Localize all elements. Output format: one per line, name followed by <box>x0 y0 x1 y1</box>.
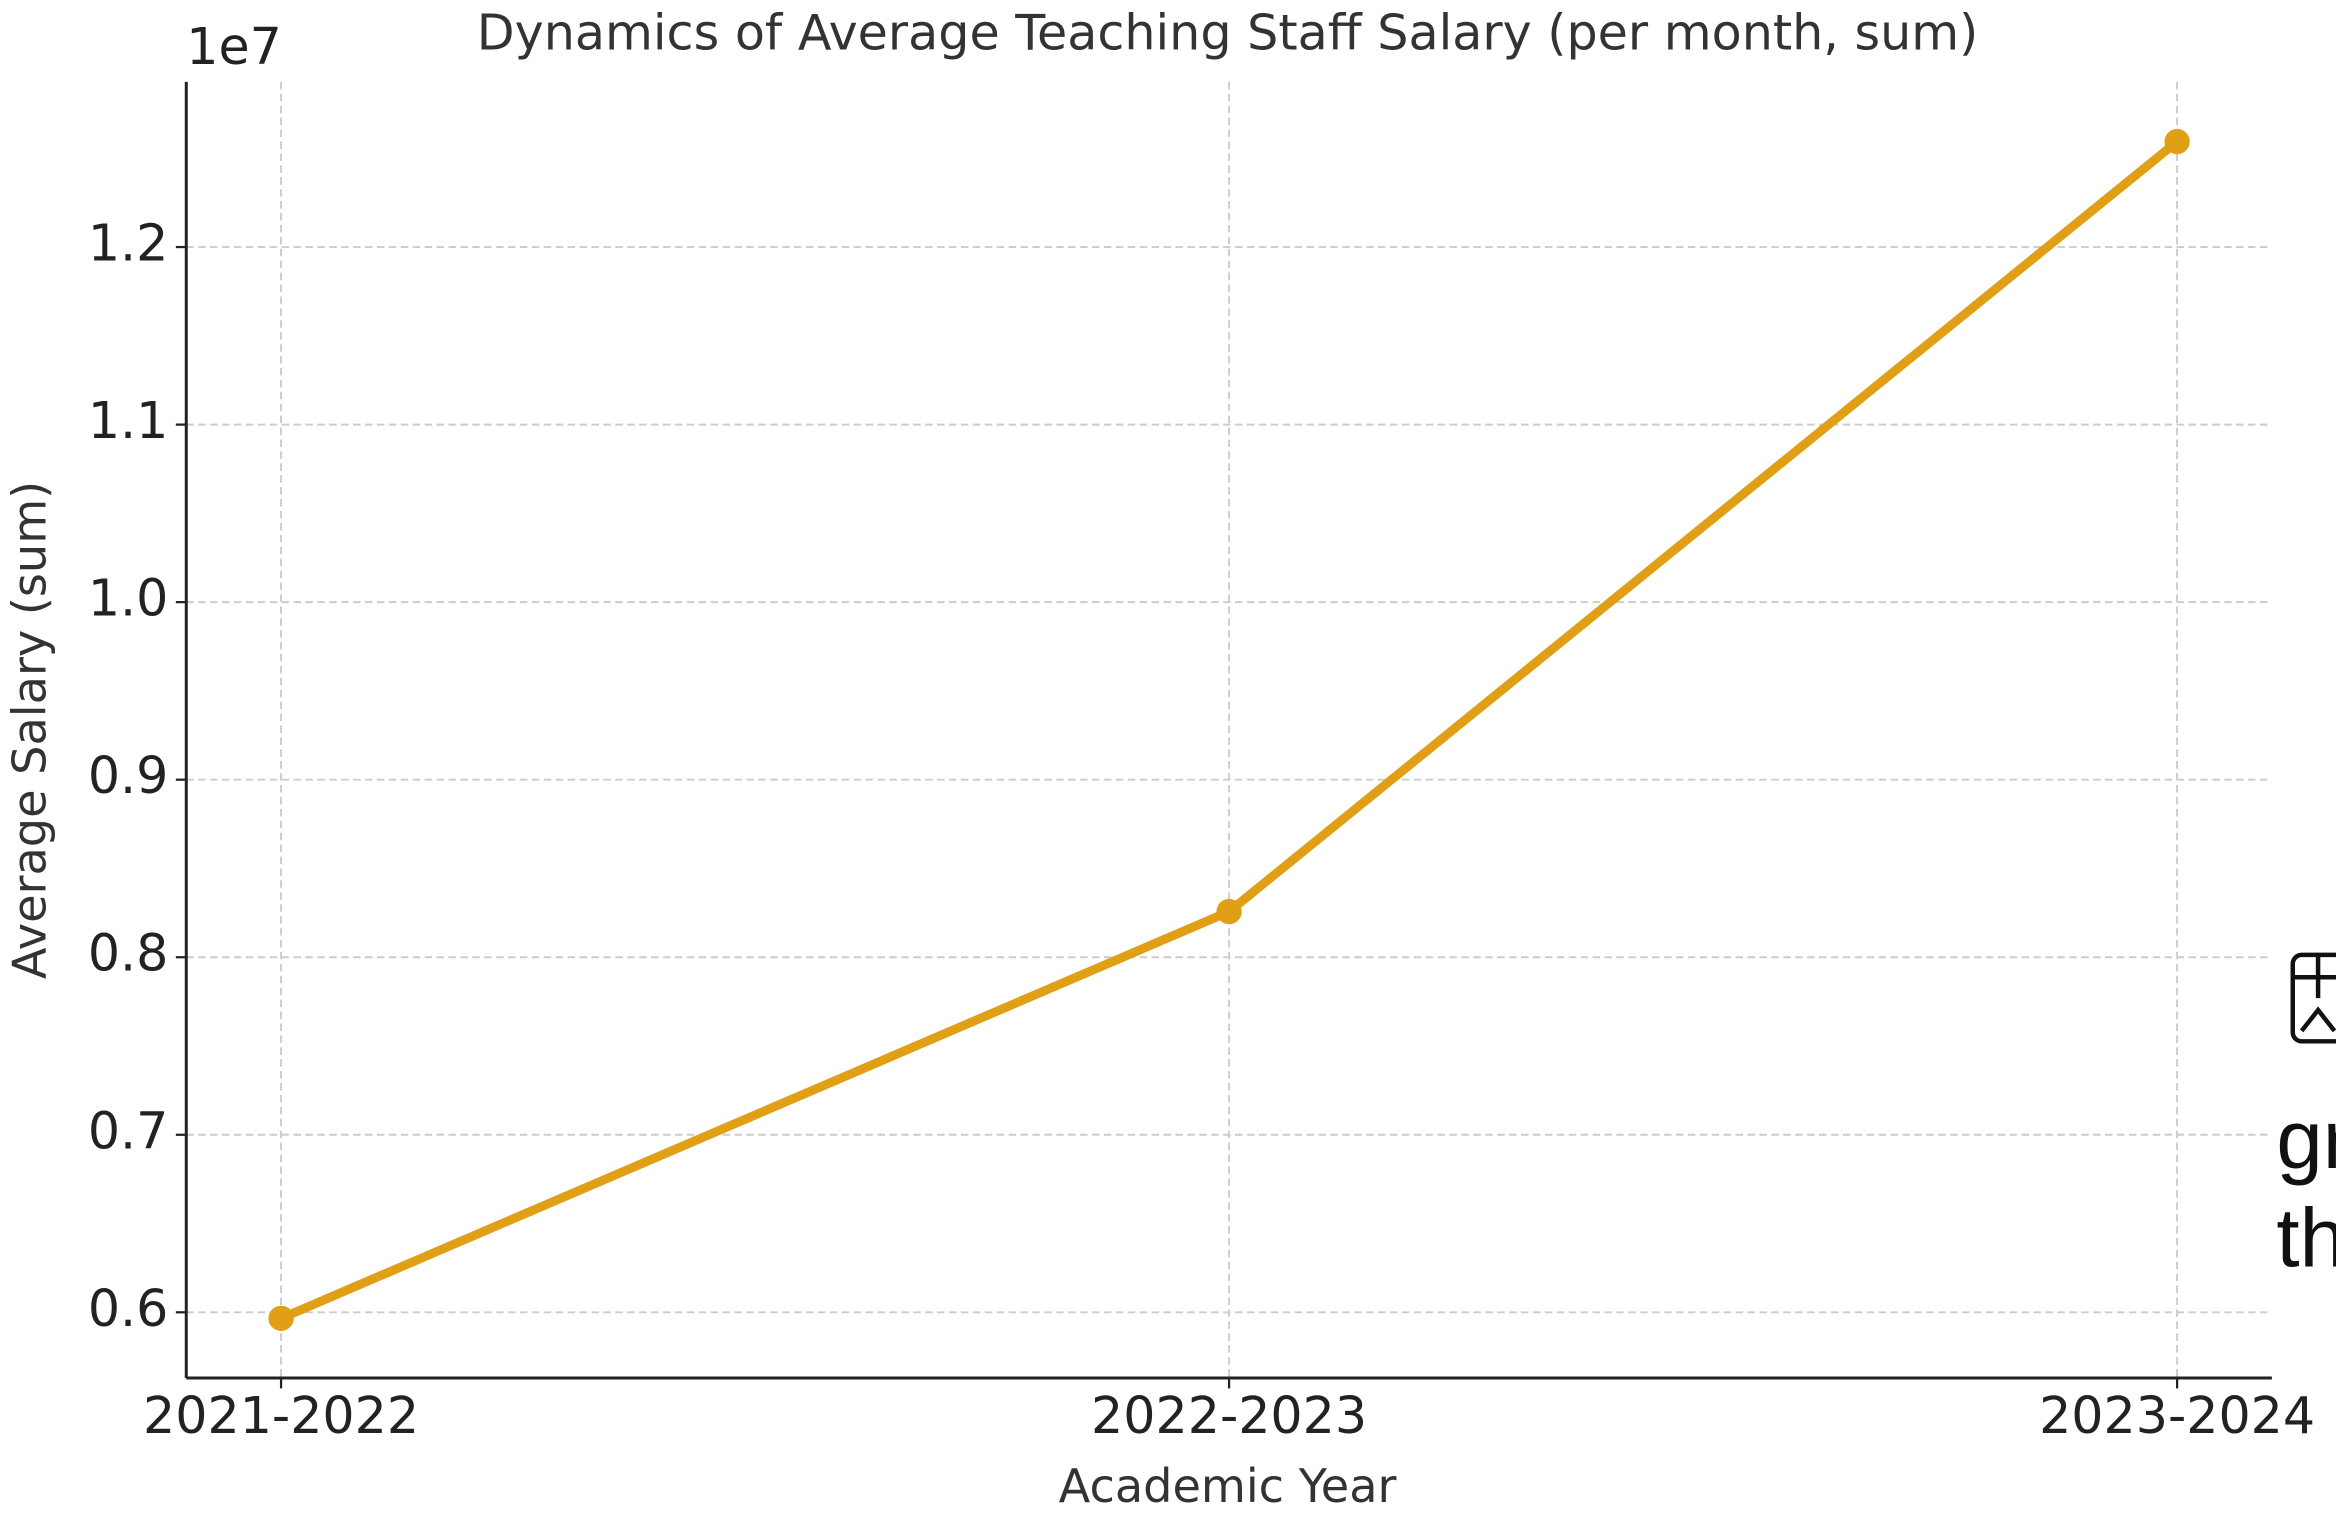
x-axis-label: Academic Year <box>1059 1459 1397 1513</box>
x-tick-label: 2023-2024 <box>2039 1386 2315 1445</box>
side-text: th <box>2276 1190 2336 1284</box>
point <box>268 1305 294 1332</box>
x-tick-label: 2022-2023 <box>1091 1386 1367 1445</box>
y-tick-label: 0.8 <box>88 924 169 983</box>
point <box>1216 898 1242 925</box>
y-tick-label: 1.2 <box>88 214 169 273</box>
side-icon <box>2290 952 2336 1044</box>
y-axis-label: Average Salary (sum) <box>2 481 56 979</box>
chart-title: Dynamics of Average Teaching Staff Salar… <box>477 3 1979 61</box>
side-text: gr <box>2276 1092 2336 1186</box>
y-tick-label: 1.0 <box>88 569 169 628</box>
y-tick-label: 0.9 <box>88 746 169 805</box>
point <box>2164 128 2190 155</box>
y-tick-label: 0.6 <box>88 1279 169 1338</box>
y-offset-label: 1e7 <box>186 17 282 76</box>
x-tick-label: 2021-2022 <box>143 1386 419 1445</box>
y-tick-label: 0.7 <box>88 1101 169 1160</box>
y-tick-label: 1.1 <box>88 391 169 450</box>
